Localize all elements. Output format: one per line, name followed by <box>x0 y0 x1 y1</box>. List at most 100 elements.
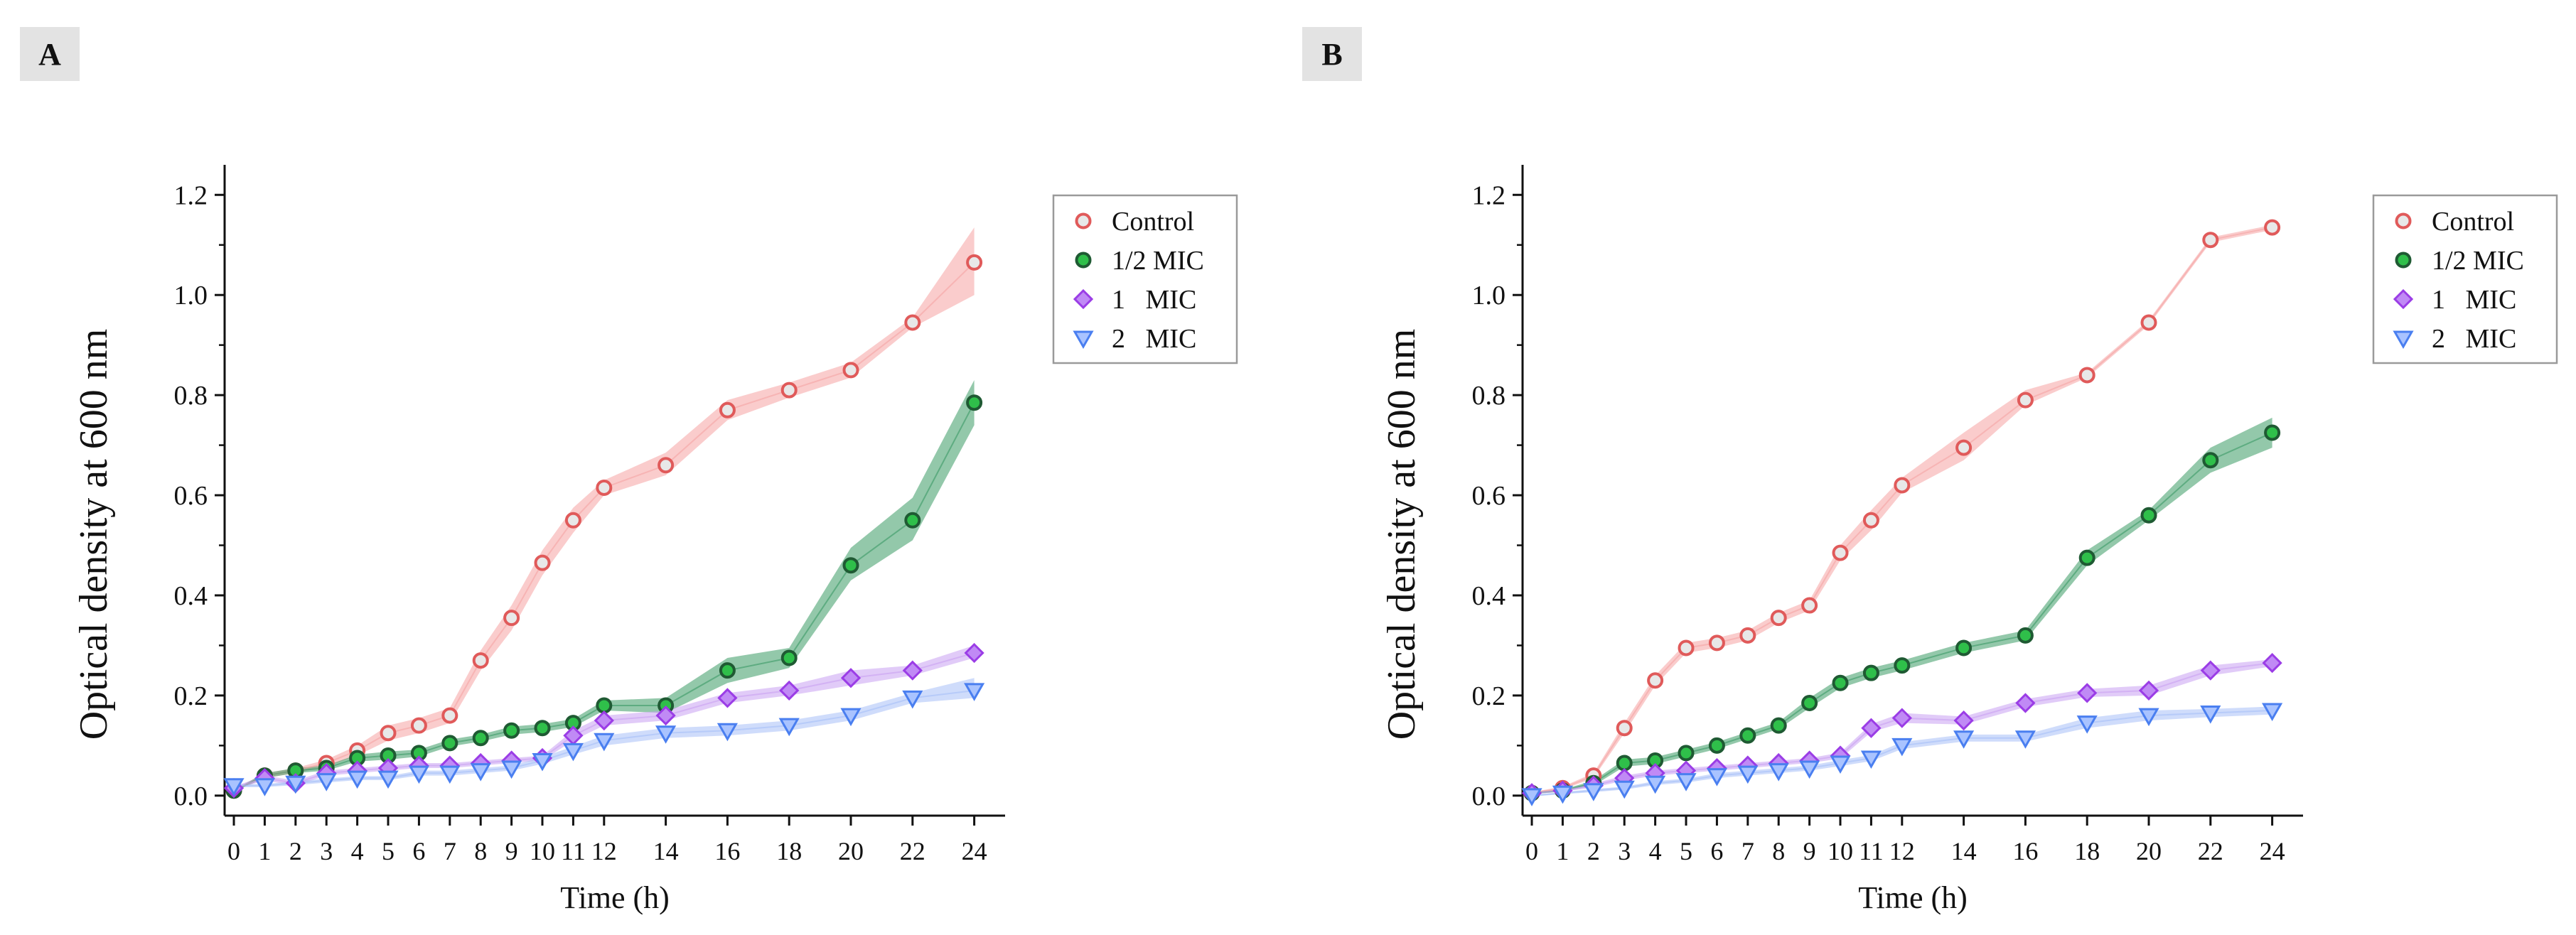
legend-marker <box>2395 212 2412 229</box>
data-points <box>223 254 985 799</box>
legend-label: 1 MIC <box>1112 285 1196 315</box>
point-control <box>472 652 489 669</box>
x-tick-label: 2 <box>1587 837 1600 865</box>
point-2-mic <box>594 733 615 752</box>
x-tick-label: 12 <box>1889 837 1915 865</box>
legend-label: Control <box>2432 207 2514 237</box>
point-1-mic <box>1861 718 1882 738</box>
point-1-2-mic <box>2202 452 2219 469</box>
point-1-2-mic <box>1832 674 1849 691</box>
point-1-mic <box>717 688 738 708</box>
x-axis-label: Time (h) <box>1858 880 1968 915</box>
point-2-mic <box>1891 737 1913 757</box>
point-2-mic <box>501 760 522 779</box>
x-axis-label: Time (h) <box>560 880 670 915</box>
chart-panel-a: A 0.0 0.2 0.4 0.6 0.8 1.0 1.2 0 1 2 3 4 5 6 7 8 9 10 11 12 1… <box>20 27 1238 915</box>
point-1-2-mic <box>1801 694 1818 711</box>
point-2-mic <box>1521 788 1542 806</box>
x-tick-label: 14 <box>653 837 679 865</box>
point-1-2-mic <box>503 722 520 739</box>
point-2-mic <box>223 778 245 796</box>
legend-label: 1/2 MIC <box>2432 246 2524 276</box>
point-control <box>780 382 798 399</box>
point-control <box>1801 597 1818 614</box>
y-tick-label: 1.0 <box>174 281 208 310</box>
point-control <box>2078 367 2095 384</box>
point-2-mic <box>655 725 677 744</box>
x-tick-label: 7 <box>444 837 456 865</box>
point-1-2-mic <box>2264 424 2281 441</box>
x-tick-label: 6 <box>412 837 425 865</box>
point-1-mic <box>1953 710 1974 731</box>
point-control <box>904 314 921 331</box>
point-1-mic <box>902 660 923 681</box>
panel-label: B <box>1302 27 1362 81</box>
point-1-mic <box>840 668 862 688</box>
x-tick-label: 22 <box>900 837 925 865</box>
point-control <box>534 554 551 571</box>
legend-label: 2 MIC <box>2432 324 2516 354</box>
point-2-mic <box>717 723 738 742</box>
legend-marker <box>1073 288 1094 310</box>
x-tick-label: 16 <box>2012 837 2038 865</box>
y-axis-label: Optical density at 600 nm <box>72 329 116 740</box>
legend-marker <box>2393 330 2414 350</box>
legend-marker <box>1073 330 1094 350</box>
point-1-2-mic <box>842 557 859 574</box>
point-control <box>1647 672 1664 689</box>
x-tick-label: 0 <box>1525 837 1538 865</box>
point-1-2-mic <box>2017 627 2034 644</box>
point-2-mic <box>285 775 306 794</box>
legend-marker <box>2395 252 2412 269</box>
point-2-mic <box>1799 760 1820 779</box>
x-tick-label: 1 <box>1556 837 1569 865</box>
y-tick-label: 0.2 <box>1472 681 1506 711</box>
point-1-2-mic <box>1862 664 1879 681</box>
axes: 0.00.20.40.60.81.01.20 1 2 3 4 5 6 7 8 9 10 11 12 14 1… <box>72 165 1005 915</box>
point-control <box>842 362 859 379</box>
point-1-2-mic <box>1770 717 1787 734</box>
point-2-mic <box>2200 706 2221 724</box>
point-2-mic <box>408 765 429 784</box>
point-2-mic <box>1830 755 1851 774</box>
x-tick-label: 3 <box>1618 837 1631 865</box>
point-1-2-mic <box>1894 657 1911 674</box>
legend-label: 2 MIC <box>1112 324 1196 354</box>
point-2-mic <box>2138 708 2159 727</box>
point-control <box>2264 219 2281 236</box>
point-1-2-mic <box>472 730 489 747</box>
point-2-mic <box>902 690 923 709</box>
point-1-mic <box>2262 652 2282 674</box>
x-tick-label: 5 <box>382 837 395 865</box>
legend-marker <box>1075 212 1092 229</box>
point-2-mic <box>470 763 491 782</box>
point-1-mic <box>2015 693 2036 713</box>
point-1-2-mic <box>534 720 551 737</box>
x-tick-label: 1 <box>258 837 271 865</box>
x-tick-label: 18 <box>2074 837 2100 865</box>
point-1-2-mic <box>719 662 736 679</box>
point-1-mic <box>2138 680 2159 701</box>
x-tick-label: 24 <box>2260 837 2285 865</box>
point-2-mic <box>1706 768 1727 787</box>
x-tick-label: 20 <box>838 837 864 865</box>
point-control <box>1832 544 1849 561</box>
point-control <box>380 725 397 742</box>
legend-label: Control <box>1112 207 1194 237</box>
point-control <box>410 717 427 734</box>
x-tick-label: 22 <box>2198 837 2223 865</box>
point-2-mic <box>1583 783 1604 801</box>
point-2-mic <box>2262 703 2283 722</box>
x-tick-label: 9 <box>505 837 518 865</box>
chart-a: 0.00.20.40.60.81.01.20 1 2 3 4 5 6 7 8 9 10 11 12 14 1… <box>72 165 1238 915</box>
y-tick-label: 0.2 <box>174 681 208 711</box>
point-2-mic <box>254 778 276 796</box>
point-2-mic <box>1768 763 1789 782</box>
band-1-2-mic <box>1532 417 2272 794</box>
point-1-mic <box>2077 683 2098 703</box>
point-1-2-mic <box>1955 639 1973 656</box>
legend: Control 1/2 MIC 1 MIC 2 MIC <box>2372 194 2558 364</box>
point-2-mic <box>840 708 862 727</box>
x-tick-label: 0 <box>227 837 240 865</box>
legend: Control 1/2 MIC 1 MIC 2 MIC <box>1052 194 1238 364</box>
